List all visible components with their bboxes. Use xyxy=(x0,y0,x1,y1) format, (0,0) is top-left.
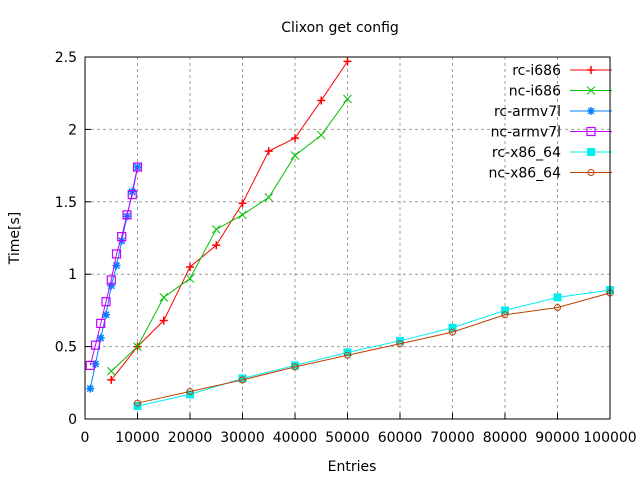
data-point xyxy=(343,57,352,66)
data-point xyxy=(106,366,116,376)
data-point xyxy=(96,318,106,329)
series-nc-armv7l xyxy=(85,162,143,371)
series-line xyxy=(110,98,348,372)
data-point xyxy=(186,387,194,395)
data-point xyxy=(501,311,509,319)
legend-label: rc-i686 xyxy=(512,63,561,79)
x-tick-label: 30000 xyxy=(220,430,265,446)
data-point xyxy=(586,126,596,137)
data-point xyxy=(134,399,141,407)
data-point xyxy=(449,328,456,336)
data-point xyxy=(586,86,596,95)
data-point xyxy=(238,199,247,208)
x-tick-label: 10000 xyxy=(115,430,160,446)
data-point xyxy=(587,169,595,176)
data-point xyxy=(396,340,404,348)
data-point xyxy=(553,293,562,302)
data-point xyxy=(316,130,326,140)
legend-label: nc-armv7l xyxy=(491,125,561,141)
data-point xyxy=(107,281,116,290)
data-point xyxy=(133,342,142,351)
x-tick-label: 100000 xyxy=(583,430,636,446)
data-point xyxy=(112,261,121,270)
x-tick-label: 60000 xyxy=(378,430,423,446)
data-point xyxy=(448,323,457,332)
data-point xyxy=(117,231,127,242)
series-rc-armv7l xyxy=(86,163,142,393)
series-line xyxy=(137,292,611,404)
data-point xyxy=(91,359,100,368)
series-nc-x86_64 xyxy=(134,289,614,407)
data-point xyxy=(122,210,132,220)
legend-label: nc-x86_64 xyxy=(488,166,561,182)
data-point xyxy=(264,147,273,156)
x-tick-label: 20000 xyxy=(168,430,213,446)
data-point xyxy=(239,376,246,384)
data-point xyxy=(291,363,299,371)
data-point xyxy=(264,193,274,202)
data-point xyxy=(587,107,595,115)
x-tick-label: 80000 xyxy=(483,430,528,446)
data-point xyxy=(85,360,95,371)
data-point xyxy=(587,66,595,74)
data-point xyxy=(159,316,168,325)
y-axis-label: Time[s] xyxy=(7,212,23,265)
series-line xyxy=(110,61,348,381)
y-tick-label: 0.5 xyxy=(55,340,77,356)
data-point xyxy=(107,375,116,384)
y-tick-label: 1.5 xyxy=(55,195,77,211)
data-point xyxy=(185,274,195,283)
chart-title: Clixon get config xyxy=(281,20,399,36)
x-tick-label: 90000 xyxy=(535,430,580,446)
data-point xyxy=(291,361,299,370)
data-point xyxy=(90,340,101,350)
data-point xyxy=(290,151,300,160)
data-point xyxy=(159,293,169,302)
data-point xyxy=(86,384,95,393)
x-tick-label: 70000 xyxy=(430,430,475,446)
data-point xyxy=(111,249,122,259)
data-point xyxy=(211,224,221,234)
legend-label: rc-x86_64 xyxy=(492,145,561,161)
data-point xyxy=(212,241,221,250)
y-tick-label: 0 xyxy=(68,412,77,428)
y-tick-label: 2 xyxy=(68,122,77,138)
series-line xyxy=(137,289,611,407)
x-tick-label: 0 xyxy=(81,430,90,446)
legend-label: nc-i686 xyxy=(509,84,561,100)
series-nc-i686 xyxy=(106,94,352,376)
data-point xyxy=(554,304,561,312)
data-point xyxy=(106,275,116,285)
data-point xyxy=(343,94,352,104)
data-point xyxy=(128,187,137,196)
data-point xyxy=(186,262,194,271)
legend-label: rc-armv7l xyxy=(494,104,561,120)
x-axis-label: Entries xyxy=(328,459,377,475)
data-point xyxy=(501,306,509,315)
data-point xyxy=(587,148,595,156)
data-point xyxy=(317,96,326,105)
y-tick-label: 2.5 xyxy=(55,50,77,66)
x-tick-label: 40000 xyxy=(273,430,318,446)
data-point xyxy=(132,162,143,172)
data-point xyxy=(102,310,110,319)
data-point xyxy=(291,134,299,143)
plot-border xyxy=(84,56,611,420)
data-point xyxy=(96,333,105,342)
series-rc-x86_64 xyxy=(133,286,614,410)
data-point xyxy=(101,297,111,307)
data-point xyxy=(344,351,351,359)
data-point xyxy=(238,210,247,220)
data-point xyxy=(127,189,137,200)
series-line xyxy=(89,166,138,366)
data-point xyxy=(238,374,247,383)
x-tick-label: 50000 xyxy=(325,430,370,446)
y-tick-label: 1 xyxy=(68,267,77,283)
